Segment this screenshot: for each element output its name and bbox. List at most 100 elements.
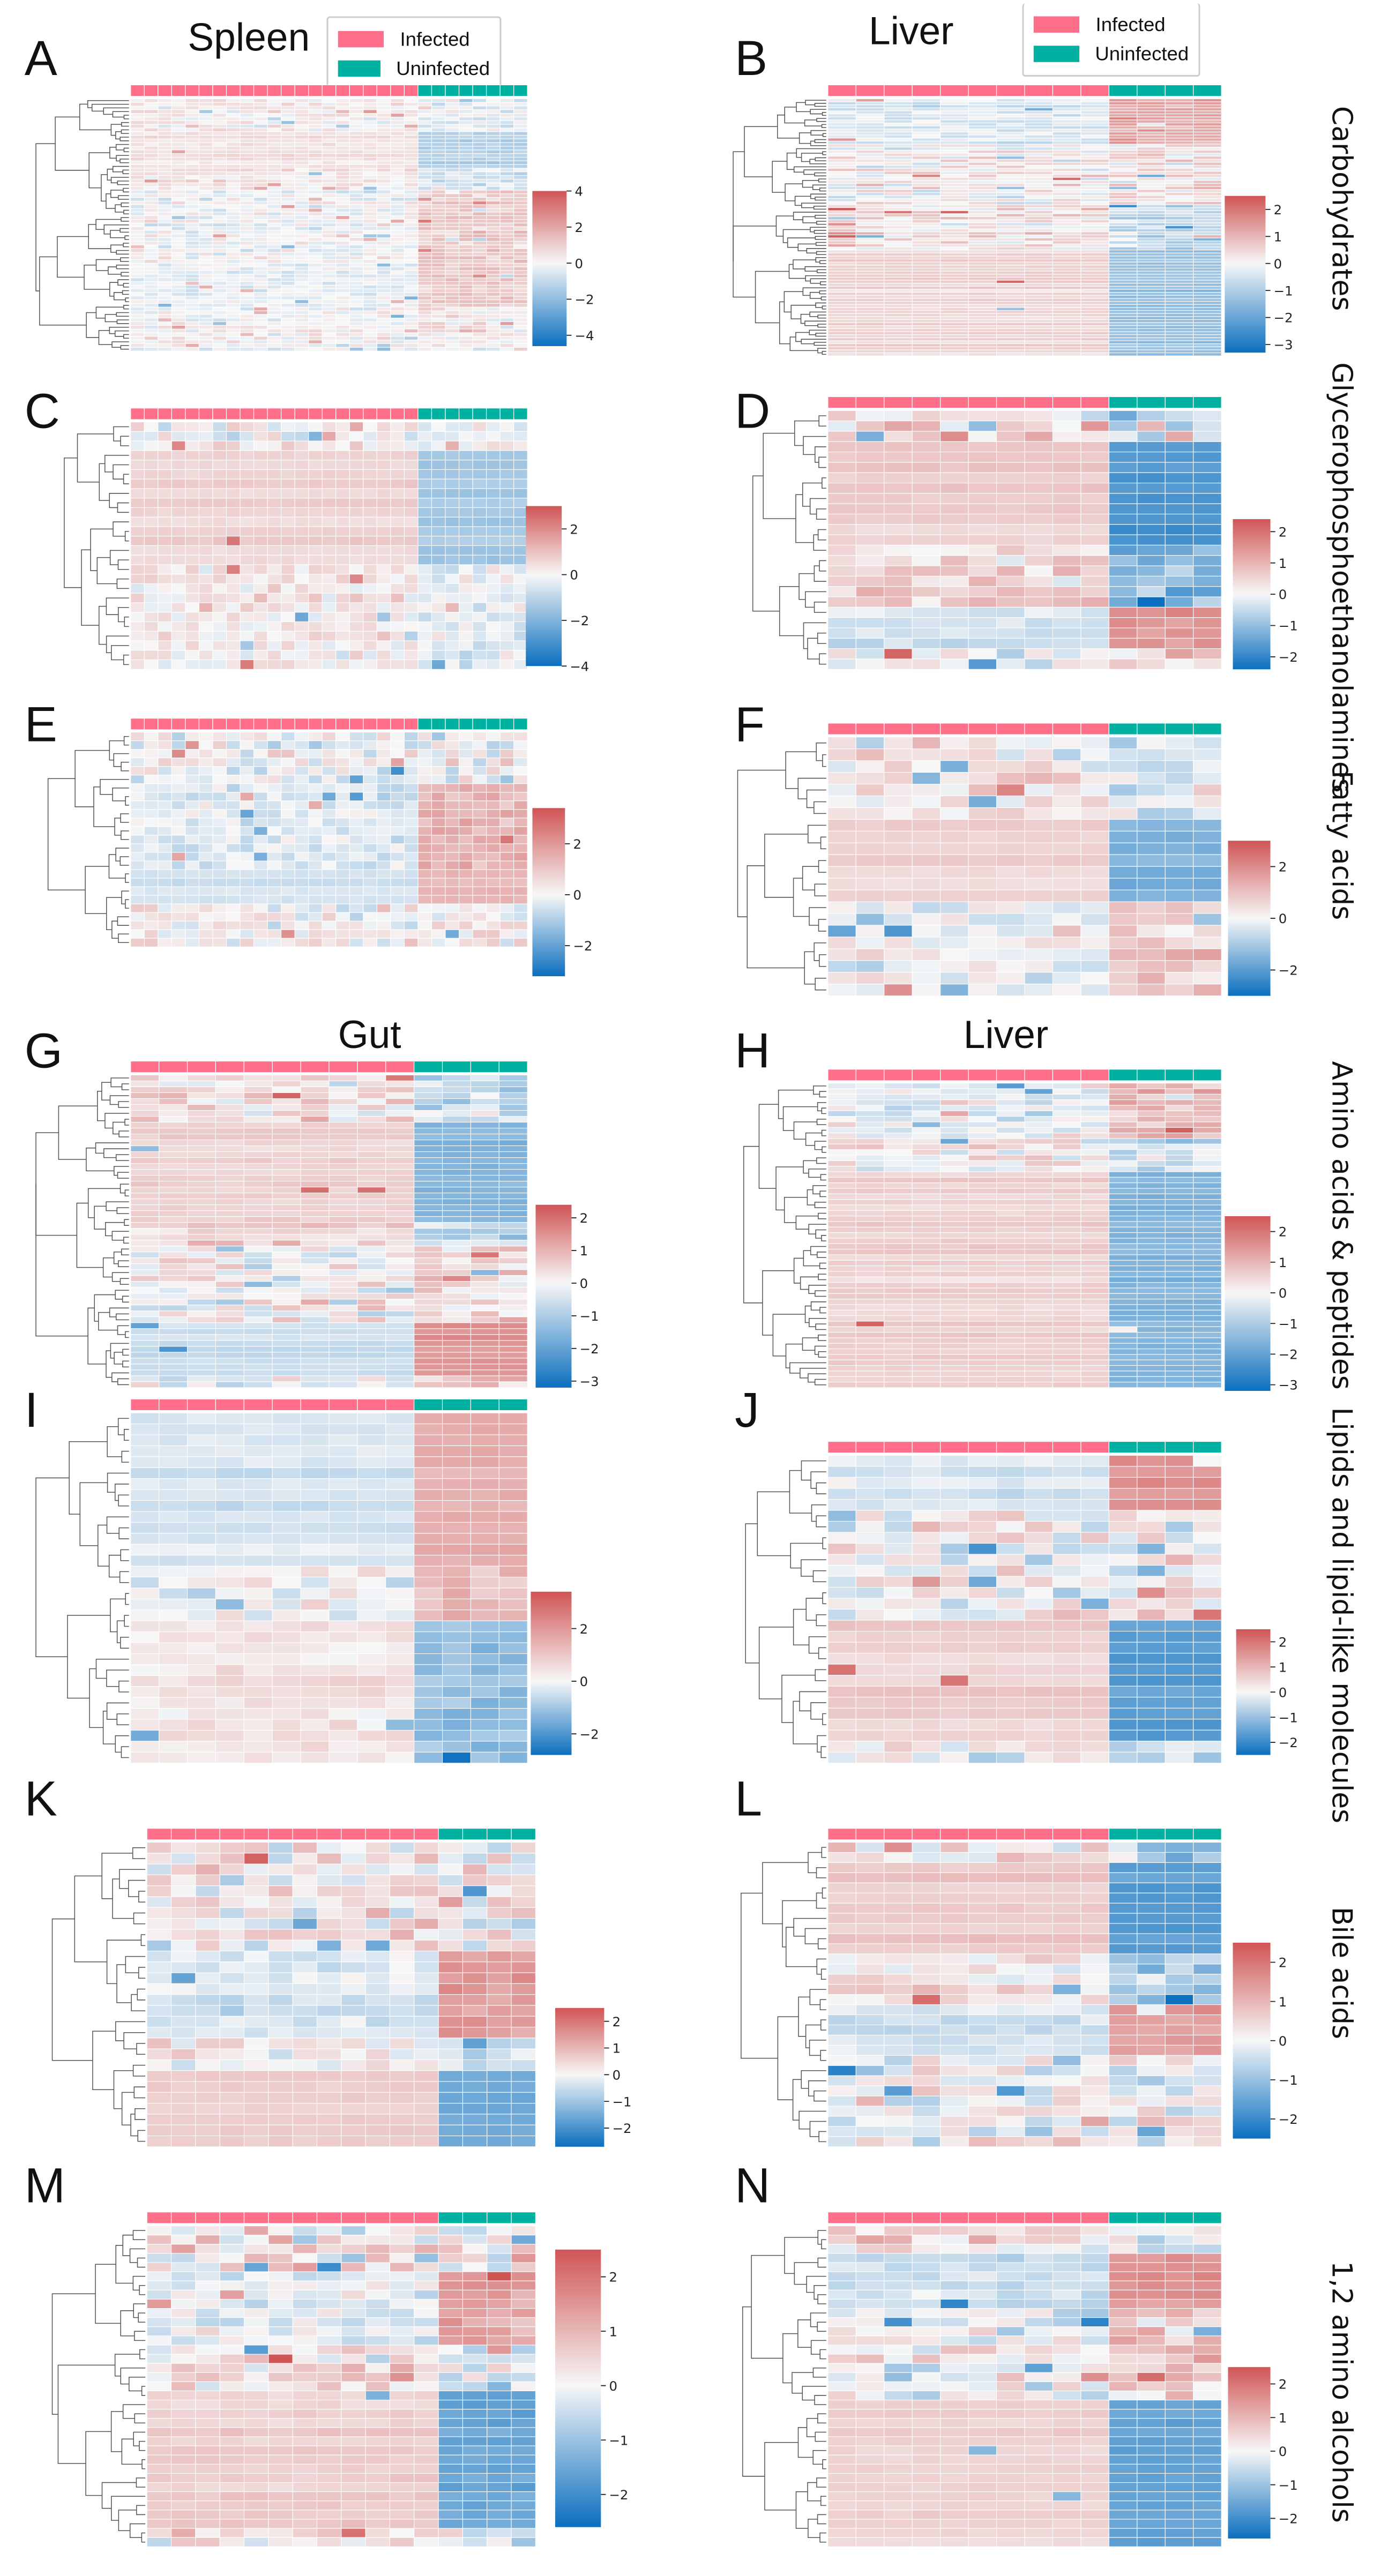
heatmap-cell — [336, 249, 350, 252]
heatmap-cell — [445, 318, 459, 322]
heatmap-cell — [856, 566, 884, 576]
heatmap-cell — [459, 318, 473, 322]
heatmap-cell — [856, 452, 884, 462]
heatmap-cell — [856, 326, 884, 329]
heatmap-cell — [941, 117, 968, 120]
colorbar-tick-label: −2 — [1274, 310, 1293, 326]
heatmap-cell — [418, 631, 432, 641]
heatmap-cell — [240, 234, 254, 238]
heatmap-cell — [404, 460, 418, 470]
dendrogram-branch — [818, 315, 826, 318]
heatmap-cell — [336, 293, 350, 296]
heatmap-cell — [500, 281, 514, 285]
heatmap-cell — [267, 190, 281, 194]
heatmap-cell — [997, 311, 1025, 314]
heatmap-cell — [884, 313, 912, 317]
dendrogram-branch — [796, 495, 814, 542]
heatmap-cell — [1109, 319, 1137, 323]
heatmap-cell — [171, 612, 185, 622]
heatmap-cell — [445, 593, 459, 603]
heatmap-cell — [514, 249, 528, 252]
heatmap-cell — [514, 183, 528, 186]
heatmap-cell — [185, 469, 199, 479]
heatmap-cell — [377, 300, 391, 304]
heatmap-cell — [213, 784, 227, 792]
heatmap-cell — [336, 154, 350, 158]
heatmap-cell — [459, 256, 473, 260]
heatmap-cell — [349, 168, 363, 172]
heatmap-cell — [349, 732, 363, 741]
heatmap-cell — [199, 212, 213, 216]
heatmap-cell — [363, 333, 377, 336]
heatmap-cell — [912, 235, 940, 238]
heatmap-cell — [158, 201, 172, 205]
heatmap-cell — [309, 164, 323, 168]
uninfected-group-cell — [514, 408, 528, 420]
heatmap-cell — [158, 128, 172, 132]
heatmap-cell — [1109, 265, 1137, 268]
heatmap-cell — [941, 196, 968, 199]
heatmap-cell — [473, 252, 487, 256]
heatmap-cell — [1109, 556, 1137, 566]
heatmap-cell — [158, 249, 172, 252]
heatmap-cell — [322, 479, 336, 489]
heatmap-cell — [968, 410, 996, 421]
heatmap-cell — [349, 336, 363, 340]
heatmap-cell — [968, 144, 996, 147]
infected-group-cell — [968, 396, 996, 408]
heatmap-cell — [363, 545, 377, 555]
heatmap-cell — [322, 161, 336, 164]
heatmap-cell — [322, 278, 336, 282]
heatmap-cell — [500, 143, 514, 146]
heatmap-cell — [185, 775, 199, 784]
heatmap-cell — [267, 121, 281, 124]
heatmap-cell — [1165, 265, 1193, 268]
heatmap-cell — [514, 179, 528, 183]
heatmap-cell — [473, 318, 487, 322]
heatmap-cell — [445, 245, 459, 249]
heatmap-cell — [309, 347, 323, 351]
title-gut: Gut — [338, 1017, 401, 1056]
heatmap-cell — [968, 108, 996, 111]
heatmap-cell — [254, 205, 268, 208]
heatmap-cell — [322, 340, 336, 344]
heatmap-cell — [997, 271, 1025, 274]
heatmap-cell — [363, 198, 377, 201]
heatmap-cell — [514, 238, 528, 242]
heatmap-cell — [391, 106, 405, 110]
heatmap-cell — [968, 576, 996, 586]
infected-group-cell — [404, 85, 418, 96]
dendrogram-branch — [817, 251, 826, 254]
heatmap-cell — [1137, 259, 1165, 263]
heatmap-cell — [226, 536, 240, 546]
heatmap-cell — [199, 801, 213, 810]
dendrogram-branch — [815, 173, 826, 176]
heatmap-cell — [363, 194, 377, 198]
heatmap-cell — [171, 146, 185, 150]
heatmap-cell — [391, 99, 405, 102]
heatmap-cell — [1165, 504, 1193, 514]
heatmap-cell — [158, 172, 172, 176]
heatmap-cell — [418, 208, 432, 212]
heatmap-cell — [213, 336, 227, 340]
heatmap-cell — [1109, 126, 1137, 129]
heatmap-cell — [487, 102, 501, 106]
heatmap-cell — [240, 194, 254, 198]
heatmap-cell — [500, 801, 514, 810]
heatmap-cell — [404, 121, 418, 124]
heatmap-cell — [322, 208, 336, 212]
heatmap-cell — [254, 139, 268, 143]
infected-group-cell — [158, 85, 172, 96]
heatmap-cell — [1081, 566, 1109, 576]
heatmap-cell — [1025, 235, 1053, 238]
heatmap-cell — [336, 278, 350, 282]
heatmap-cell — [171, 333, 185, 336]
heatmap-cell — [295, 158, 309, 161]
heatmap-cell — [349, 289, 363, 293]
heatmap-cell — [226, 212, 240, 216]
heatmap-cell — [941, 504, 968, 514]
heatmap-cell — [391, 263, 405, 267]
heatmap-cell — [295, 293, 309, 296]
heatmap-cell — [295, 303, 309, 307]
heatmap-cell — [322, 555, 336, 565]
